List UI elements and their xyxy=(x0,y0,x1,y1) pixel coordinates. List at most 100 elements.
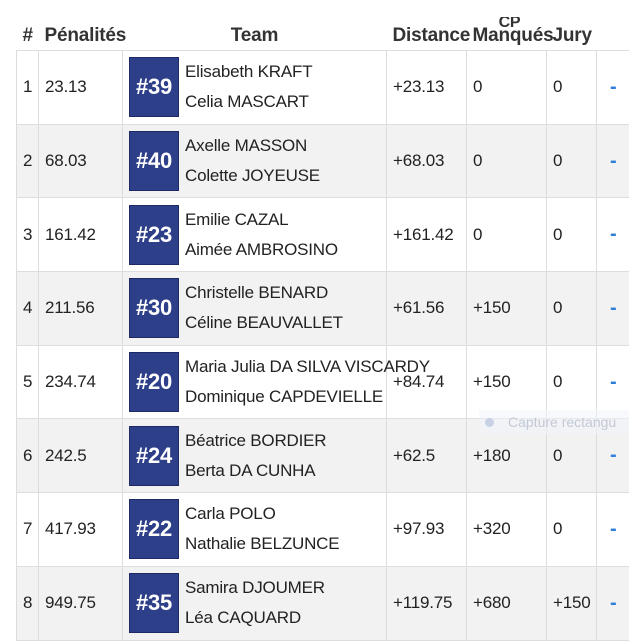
collapse-toggle-button[interactable]: - xyxy=(610,298,616,318)
rank-cell: 1 xyxy=(17,51,39,125)
bib-number-badge: #35 xyxy=(129,573,179,633)
table-header: # Pénalités Team Distance CP Manqués Jur… xyxy=(17,0,629,51)
bib-number-badge: #24 xyxy=(129,426,179,486)
jury-cell: +150 xyxy=(547,566,597,640)
capture-rectangle-overlay[interactable]: Capture rectangu xyxy=(479,410,629,434)
distance-cell: +61.56 xyxy=(387,272,467,346)
action-cell: - xyxy=(597,51,629,125)
jury-cell: 0 xyxy=(547,272,597,346)
team-member-1: Emilie CAZAL xyxy=(185,205,338,235)
jury-cell: 0 xyxy=(547,493,597,567)
bib-number-badge: #40 xyxy=(129,131,179,191)
header-team: Team xyxy=(123,0,387,51)
team-member-2: Céline BEAUVALLET xyxy=(185,308,343,338)
team-member-2: Colette JOYEUSE xyxy=(185,161,320,191)
distance-cell: +97.93 xyxy=(387,493,467,567)
distance-cell: +161.42 xyxy=(387,198,467,272)
team-member-2: Léa CAQUARD xyxy=(185,603,325,633)
bib-number-badge: #30 xyxy=(129,278,179,338)
penalties-cell: 417.93 xyxy=(39,493,123,567)
penalties-cell: 68.03 xyxy=(39,124,123,198)
team-member-1: Carla POLO xyxy=(185,499,339,529)
collapse-toggle-button[interactable]: - xyxy=(610,77,616,97)
bib-number-badge: #22 xyxy=(129,499,179,559)
header-cp-missed: CP Manqués xyxy=(467,0,547,51)
collapse-toggle-button[interactable]: - xyxy=(610,445,616,465)
capture-label: Capture rectangu xyxy=(508,414,616,430)
team-member-1: Béatrice BORDIER xyxy=(185,426,326,456)
collapse-toggle-button[interactable]: - xyxy=(610,593,616,613)
cp-missed-cell: 0 xyxy=(467,51,547,125)
results-table-container: # Pénalités Team Distance CP Manqués Jur… xyxy=(16,0,629,641)
rank-cell: 6 xyxy=(17,419,39,493)
penalties-cell: 949.75 xyxy=(39,566,123,640)
team-member-2: Nathalie BELZUNCE xyxy=(185,529,339,559)
distance-cell: +119.75 xyxy=(387,566,467,640)
jury-cell: 0 xyxy=(547,198,597,272)
penalties-cell: 242.5 xyxy=(39,419,123,493)
rank-cell: 4 xyxy=(17,272,39,346)
record-dot-icon xyxy=(485,418,494,427)
cp-missed-cell: +150 xyxy=(467,345,547,419)
header-distance: Distance xyxy=(387,0,467,51)
jury-cell: 0 xyxy=(547,124,597,198)
header-row: # Pénalités Team Distance CP Manqués Jur… xyxy=(17,0,629,51)
team-member-2: Aimée AMBROSINO xyxy=(185,235,338,265)
jury-cell: 0 xyxy=(547,51,597,125)
collapse-toggle-button[interactable]: - xyxy=(610,151,616,171)
distance-cell: +68.03 xyxy=(387,124,467,198)
team-member-1: Christelle BENARD xyxy=(185,278,343,308)
collapse-toggle-button[interactable]: - xyxy=(610,519,616,539)
bib-number-badge: #39 xyxy=(129,57,179,117)
distance-cell: +23.13 xyxy=(387,51,467,125)
penalties-cell: 234.74 xyxy=(39,345,123,419)
action-cell: - xyxy=(597,198,629,272)
collapse-toggle-button[interactable]: - xyxy=(610,224,616,244)
penalties-cell: 161.42 xyxy=(39,198,123,272)
jury-cell: 0 xyxy=(547,345,597,419)
cp-missed-cell: +150 xyxy=(467,272,547,346)
penalties-cell: 23.13 xyxy=(39,51,123,125)
cp-missed-cell: 0 xyxy=(467,198,547,272)
action-cell: - xyxy=(597,124,629,198)
penalties-cell: 211.56 xyxy=(39,272,123,346)
header-action xyxy=(597,0,629,51)
team-member-1: Elisabeth KRAFT xyxy=(185,57,312,87)
rank-cell: 3 xyxy=(17,198,39,272)
header-jury: Jury xyxy=(547,0,597,51)
header-penalties: Pénalités xyxy=(39,0,123,51)
action-cell: - xyxy=(597,493,629,567)
team-member-2: Berta DA CUNHA xyxy=(185,456,326,486)
results-table: # Pénalités Team Distance CP Manqués Jur… xyxy=(16,0,629,641)
collapse-toggle-button[interactable]: - xyxy=(610,372,616,392)
header-rank: # xyxy=(17,0,39,51)
distance-cell: +62.5 xyxy=(387,419,467,493)
header-missed-label: Manqués xyxy=(473,25,554,46)
